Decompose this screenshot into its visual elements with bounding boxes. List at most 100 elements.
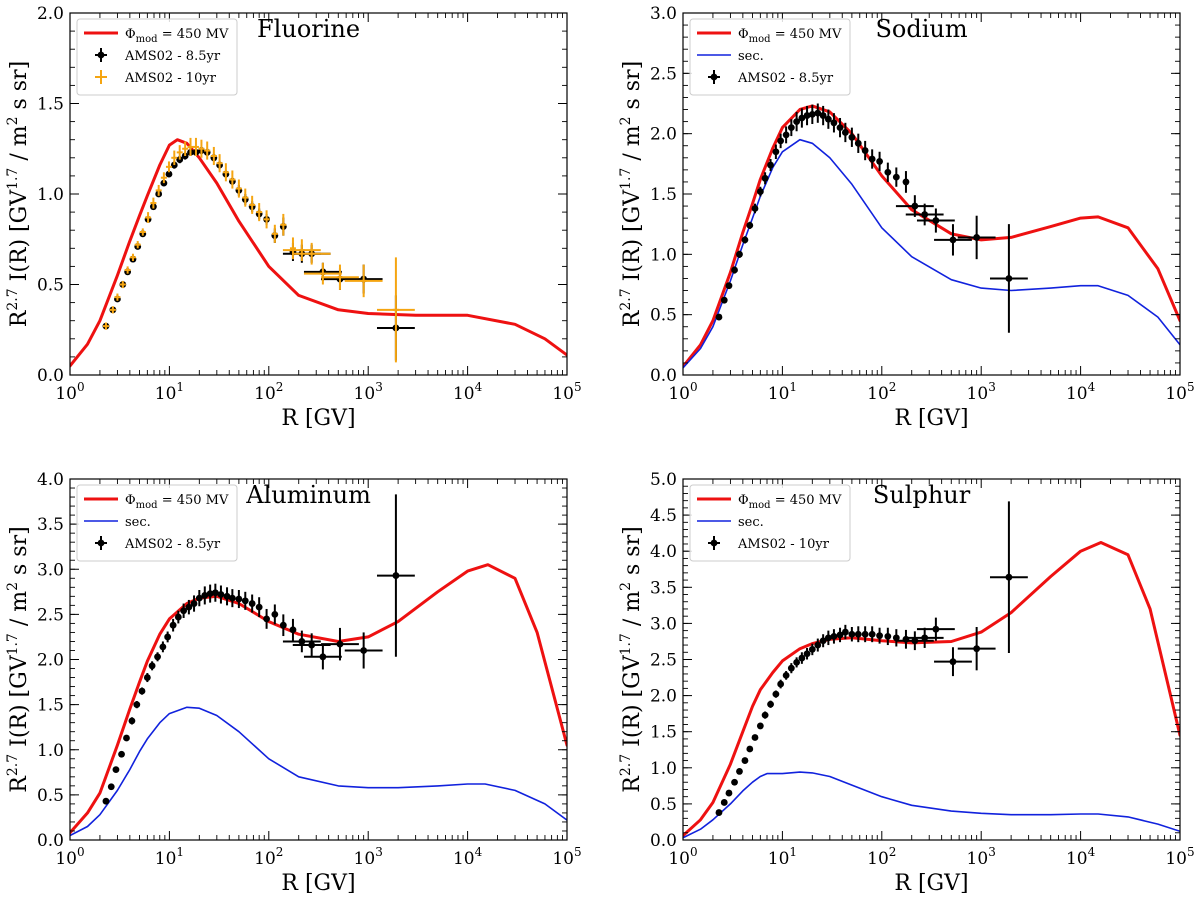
x-tick-label: 105 bbox=[552, 380, 581, 404]
data-point bbox=[756, 722, 764, 730]
data-point bbox=[185, 603, 193, 611]
plot-area bbox=[70, 137, 567, 368]
legend-subscript: mod bbox=[136, 500, 159, 511]
x-tick-label: 103 bbox=[967, 845, 996, 869]
tick-base: 10 bbox=[867, 384, 889, 404]
ylabel-m-exp: 2 bbox=[5, 582, 21, 591]
ylabel-end: s sr] bbox=[620, 526, 645, 582]
x-tick-label: 100 bbox=[55, 380, 84, 404]
tick-base: 10 bbox=[254, 849, 276, 869]
data-point bbox=[787, 664, 795, 672]
data-point bbox=[836, 124, 844, 132]
tick-exponent: 0 bbox=[690, 380, 698, 394]
data-point bbox=[160, 179, 168, 187]
data-point bbox=[1005, 573, 1013, 581]
legend-rest: = 450 MV bbox=[158, 493, 229, 508]
ylabel-unit-exp: 1.7 bbox=[5, 633, 21, 655]
y-tick-label: 0.5 bbox=[37, 786, 64, 806]
data-point bbox=[767, 161, 774, 169]
data-point bbox=[949, 236, 957, 244]
data-point bbox=[1005, 275, 1013, 282]
y-tick-label: 1.0 bbox=[37, 741, 64, 761]
data-point bbox=[876, 158, 883, 165]
y-tick-label: 2.0 bbox=[37, 651, 64, 671]
tick-exponent: 2 bbox=[276, 845, 284, 859]
y-axis: 0.0 0.5 1.0 1.5 2.0 bbox=[37, 4, 567, 386]
y-tick-label: 2.5 bbox=[650, 651, 677, 671]
legend-label: sec. bbox=[125, 515, 151, 530]
data-point bbox=[868, 155, 876, 163]
series-line-model bbox=[683, 104, 1180, 369]
tick-base: 10 bbox=[354, 384, 376, 404]
data-point bbox=[868, 630, 876, 638]
tick-exponent: 2 bbox=[889, 845, 897, 859]
data-point bbox=[932, 625, 940, 633]
data-point bbox=[876, 632, 883, 640]
data-point bbox=[107, 783, 115, 791]
y-tick-label: 2.5 bbox=[650, 64, 677, 84]
tick-exponent: 1 bbox=[789, 845, 797, 859]
legend-handle-marker bbox=[97, 51, 105, 59]
data-point bbox=[932, 217, 940, 224]
plot-area bbox=[683, 103, 1180, 369]
data-point bbox=[819, 637, 827, 645]
legend-subscript: mod bbox=[136, 34, 159, 45]
tick-base: 10 bbox=[354, 849, 376, 869]
chart-title: Sodium bbox=[875, 15, 967, 43]
y-tick-label: 2.0 bbox=[650, 125, 677, 145]
tick-base: 10 bbox=[254, 384, 276, 404]
y-tick-label: 3.0 bbox=[650, 4, 677, 24]
data-point bbox=[793, 658, 801, 666]
x-tick-label: 100 bbox=[668, 845, 697, 869]
data-point bbox=[228, 594, 236, 602]
data-point bbox=[263, 615, 270, 623]
data-point bbox=[830, 119, 838, 127]
x-tick-label: 104 bbox=[453, 845, 483, 869]
data-point bbox=[289, 626, 297, 634]
data-point bbox=[736, 250, 743, 258]
ylabel-r: R bbox=[620, 309, 645, 327]
x-axis-label: R [GV] bbox=[894, 406, 968, 431]
data-point bbox=[164, 633, 172, 641]
y-tick-label: 2.0 bbox=[37, 4, 64, 24]
y-axis: 0.0 0.5 1.0 1.5 2.0 2.5 3.0 bbox=[650, 4, 1180, 386]
y-tick-label: 3.5 bbox=[650, 578, 677, 598]
data-point bbox=[892, 173, 900, 181]
data-point bbox=[241, 597, 249, 605]
ylabel-mid: I(R) [GV bbox=[7, 654, 32, 754]
x-tick-label: 103 bbox=[354, 380, 383, 404]
x-tick-label: 101 bbox=[155, 380, 184, 404]
legend-rest: = 450 MV bbox=[158, 27, 229, 42]
data-point bbox=[319, 653, 327, 661]
data-point bbox=[392, 572, 400, 579]
legend-symbol: Φ bbox=[125, 27, 136, 42]
series-line-model bbox=[683, 541, 1180, 838]
data-point bbox=[731, 266, 738, 274]
x-tick-label: 102 bbox=[867, 380, 896, 404]
series-line-model bbox=[70, 563, 567, 835]
legend-symbol: Φ bbox=[738, 493, 749, 508]
y-tick-label: 3.0 bbox=[650, 614, 677, 634]
y-axis-label: R2.7 I(R) [GV1.7 / m2 s sr] bbox=[5, 61, 32, 327]
legend-label: AMS02 - 8.5yr bbox=[737, 71, 834, 86]
tick-base: 10 bbox=[1165, 849, 1187, 869]
data-point bbox=[223, 592, 231, 600]
tick-exponent: 3 bbox=[988, 845, 996, 859]
data-point bbox=[761, 711, 769, 719]
data-point bbox=[715, 313, 723, 321]
ylabel-exp: 2.7 bbox=[618, 288, 634, 310]
ylabel-unit-exp: 1.7 bbox=[618, 168, 634, 190]
data-point bbox=[798, 654, 806, 662]
data-point bbox=[830, 632, 838, 640]
data-point bbox=[884, 168, 892, 176]
tick-exponent: 2 bbox=[276, 380, 284, 394]
x-tick-label: 102 bbox=[254, 380, 283, 404]
legend-label: AMS02 - 10yr bbox=[124, 71, 217, 86]
data-point bbox=[819, 112, 827, 119]
data-point bbox=[715, 809, 723, 816]
data-point bbox=[746, 745, 754, 753]
legend: Φmod = 450 MV sec. AMS02 - 8.5yr bbox=[689, 18, 851, 96]
y-tick-label: 1.5 bbox=[37, 95, 64, 115]
data-point bbox=[206, 590, 214, 598]
ylabel-end: s sr] bbox=[7, 526, 32, 582]
